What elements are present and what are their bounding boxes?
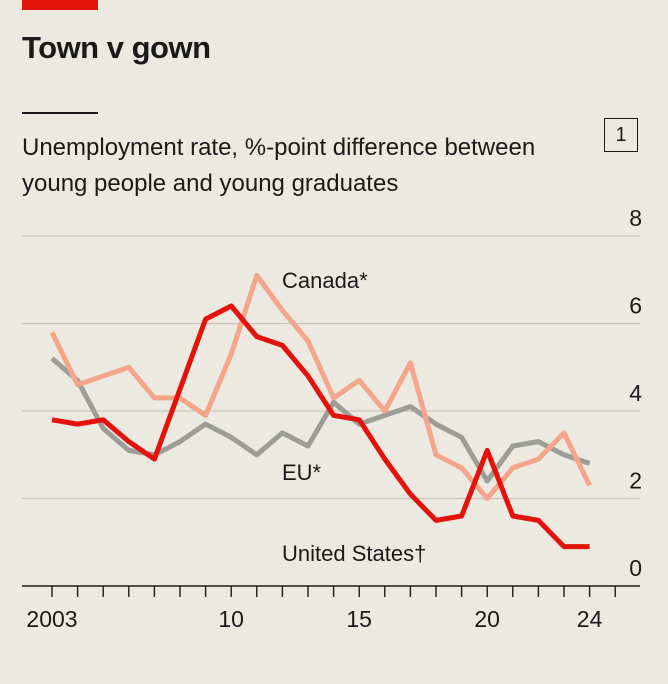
series-label-united-states: United States† [282,541,426,566]
y-tick-label: 6 [629,293,642,319]
y-tick-label: 2 [629,468,642,494]
y-tick-label: 0 [629,555,642,581]
series-line [51,303,590,550]
x-tick-label: 15 [346,606,372,632]
x-tick-label: 2003 [26,606,77,632]
x-tick-label: 10 [218,606,244,632]
brand-tag [22,0,98,10]
series-label-eu: EU* [282,460,322,485]
title-rule [22,112,98,114]
chart-title: Town v gown [22,30,211,65]
series-label-canada: Canada* [282,268,368,293]
chart-subtitle: Unemployment rate, %-point difference be… [22,134,536,197]
y-tick-label: 4 [629,380,642,406]
chart-number-badge: 1 [604,118,638,152]
y-tick-label: 8 [629,205,642,231]
x-tick-label: 20 [474,606,500,632]
x-tick-label: 24 [577,606,603,632]
